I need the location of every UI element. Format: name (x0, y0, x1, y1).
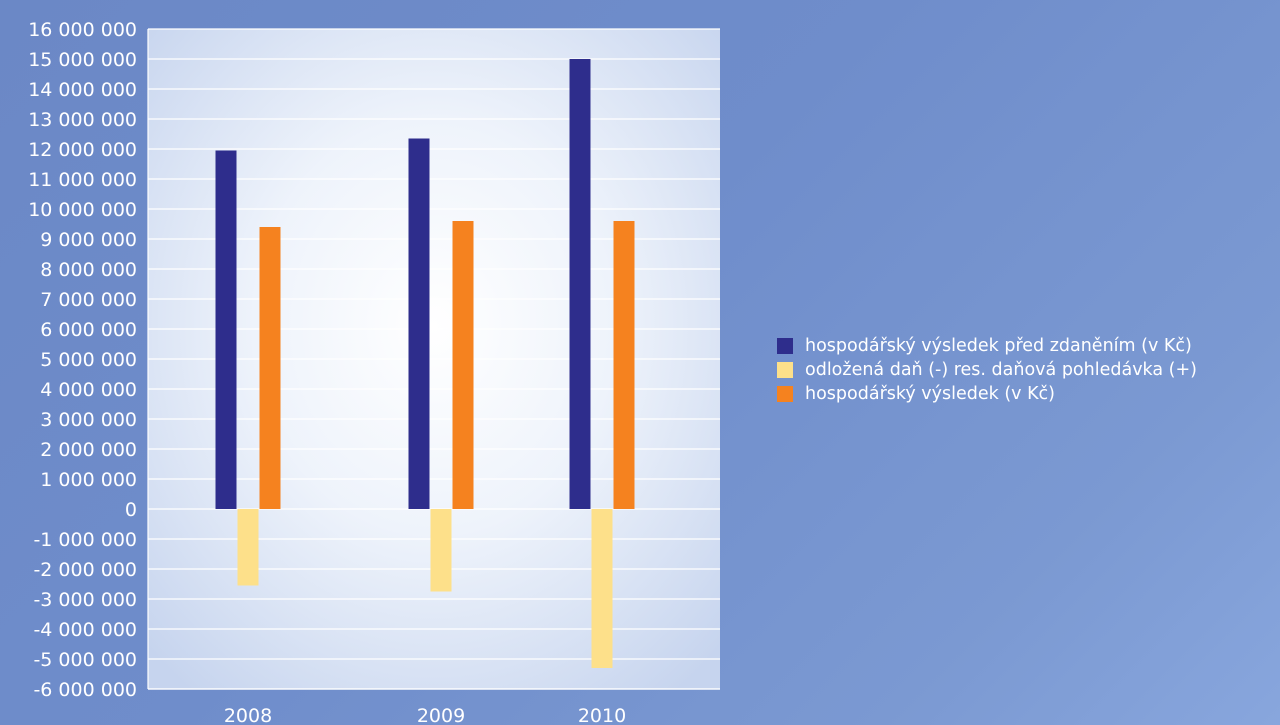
legend-item: hospodářský výsledek před zdaněním (v Kč… (777, 334, 1197, 358)
y-tick-label: 15 000 000 (28, 49, 137, 71)
legend: hospodářský výsledek před zdaněním (v Kč… (777, 334, 1197, 406)
legend-swatch (777, 386, 793, 402)
y-tick-label: 6 000 000 (40, 319, 137, 341)
y-tick-label: -2 000 000 (33, 559, 137, 581)
legend-label: odložená daň (-) res. daňová pohledávka … (805, 360, 1197, 380)
legend-item: hospodářský výsledek (v Kč) (777, 382, 1197, 406)
bar-2009-series-1 (408, 138, 430, 509)
bars (215, 59, 635, 668)
legend-label: hospodářský výsledek před zdaněním (v Kč… (805, 336, 1192, 356)
bar-2008-series-2 (237, 509, 259, 586)
y-tick-label: -1 000 000 (33, 529, 137, 551)
x-category-label: 2008 (224, 705, 272, 725)
y-tick-label: 7 000 000 (40, 289, 137, 311)
legend-swatch (777, 362, 793, 378)
y-tick-label: -6 000 000 (33, 679, 137, 701)
axes: 16 000 000 15 000 000 14 000 000 13 000 000… (28, 19, 720, 725)
bar-2008-series-1 (215, 150, 237, 509)
y-tick-label: 5 000 000 (40, 349, 137, 371)
y-tick-label: 16 000 000 (28, 19, 137, 41)
y-tick-label: 8 000 000 (40, 259, 137, 281)
y-tick-label: 13 000 000 (28, 109, 137, 131)
legend-item: odložená daň (-) res. daňová pohledávka … (777, 358, 1197, 382)
bar-2010-series-3 (613, 221, 635, 509)
x-category-label: 2010 (578, 705, 626, 725)
legend-swatch (777, 338, 793, 354)
y-tick-label: -3 000 000 (33, 589, 137, 611)
bar-2009-series-2 (430, 509, 452, 592)
y-tick-label: 0 (125, 499, 137, 521)
bar-2010-series-1 (569, 59, 591, 509)
y-tick-label: 3 000 000 (40, 409, 137, 431)
y-tick-label: 1 000 000 (40, 469, 137, 491)
bar-2009-series-3 (452, 221, 474, 509)
y-tick-label: 14 000 000 (28, 79, 137, 101)
y-tick-label: 2 000 000 (40, 439, 137, 461)
y-tick-label: -4 000 000 (33, 619, 137, 641)
legend-label: hospodářský výsledek (v Kč) (805, 384, 1056, 404)
x-category-label: 2009 (417, 705, 465, 725)
y-tick-label: 4 000 000 (40, 379, 137, 401)
bar-2010-series-2 (591, 509, 613, 668)
y-tick-label: 9 000 000 (40, 229, 137, 251)
bar-2008-series-3 (259, 227, 281, 509)
y-tick-label: 12 000 000 (28, 139, 137, 161)
y-tick-label: 11 000 000 (28, 169, 137, 191)
y-tick-label: -5 000 000 (33, 649, 137, 671)
y-tick-label: 10 000 000 (28, 199, 137, 221)
